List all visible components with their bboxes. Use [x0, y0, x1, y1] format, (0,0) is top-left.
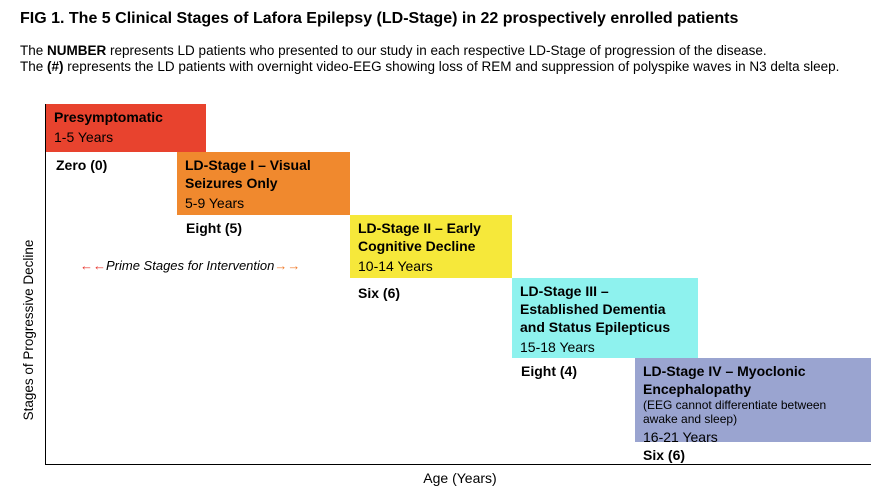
stage-presymptomatic-box: Presymptomatic 1-5 Years — [46, 104, 206, 152]
stage-2-box: LD-Stage II – Early Cognitive Decline 10… — [350, 215, 512, 278]
x-axis-line — [45, 464, 871, 465]
stage-years: 1-5 Years — [54, 129, 114, 145]
stage-3-count: Eight (4) — [521, 363, 577, 379]
y-axis-label: Stages of Progressive Decline — [21, 239, 36, 421]
stage-1-count: Eight (5) — [186, 220, 242, 236]
description-line-number: The NUMBER represents LD patients who pr… — [20, 43, 870, 59]
desc1-pre: The — [20, 43, 48, 58]
stage-name: Presymptomatic — [54, 109, 163, 125]
stage-2-count: Six (6) — [358, 285, 401, 301]
desc1-bold: NUMBER — [47, 43, 107, 58]
stage-years: 16-21 Years — [643, 429, 718, 445]
stage-name: LD-Stage IV – Myoclonic Encephalopathy — [643, 363, 806, 397]
stage-years: 10-14 Years — [358, 258, 433, 274]
stage-1-box: LD-Stage I – Visual Seizures Only 5-9 Ye… — [177, 152, 350, 215]
desc2-post: represents the LD patients with overnigh… — [63, 59, 840, 74]
figure-title: FIG 1. The 5 Clinical Stages of Lafora E… — [20, 10, 739, 27]
desc1-post: represents LD patients who presented to … — [106, 43, 767, 58]
stage-4-box: LD-Stage IV – Myoclonic Encephalopathy (… — [635, 358, 871, 445]
stage-name: LD-Stage II – Early Cognitive Decline — [358, 220, 481, 254]
stage-years: 15-18 Years — [520, 339, 595, 355]
desc2-bold: (#) — [47, 59, 64, 74]
desc2-pre: The — [20, 59, 48, 74]
stage-presymptomatic-count: Zero (0) — [56, 157, 108, 173]
stage-3-box: LD-Stage III – Established Dementia and … — [512, 278, 698, 358]
right-arrows-icon: →→ — [274, 258, 301, 273]
x-axis-label: Age (Years) — [423, 470, 497, 486]
left-arrows-icon: ←← — [80, 258, 106, 273]
description-line-eeg: The (#) represents the LD patients with … — [20, 59, 870, 75]
stage-name: LD-Stage I – Visual Seizures Only — [185, 157, 311, 191]
prime-stages-annotation: ←←Prime Stages for Intervention→→ — [80, 258, 300, 273]
y-axis-line — [45, 104, 46, 465]
prime-stages-label: Prime Stages for Intervention — [106, 258, 275, 273]
stage-years: 5-9 Years — [185, 195, 245, 211]
figure-description: The NUMBER represents LD patients who pr… — [20, 43, 870, 75]
stage-name: LD-Stage III – Established Dementia and … — [520, 283, 671, 335]
stage-note: (EEG cannot differentiate between awake … — [643, 398, 827, 426]
stage-4-count: Six (6) — [643, 447, 686, 463]
